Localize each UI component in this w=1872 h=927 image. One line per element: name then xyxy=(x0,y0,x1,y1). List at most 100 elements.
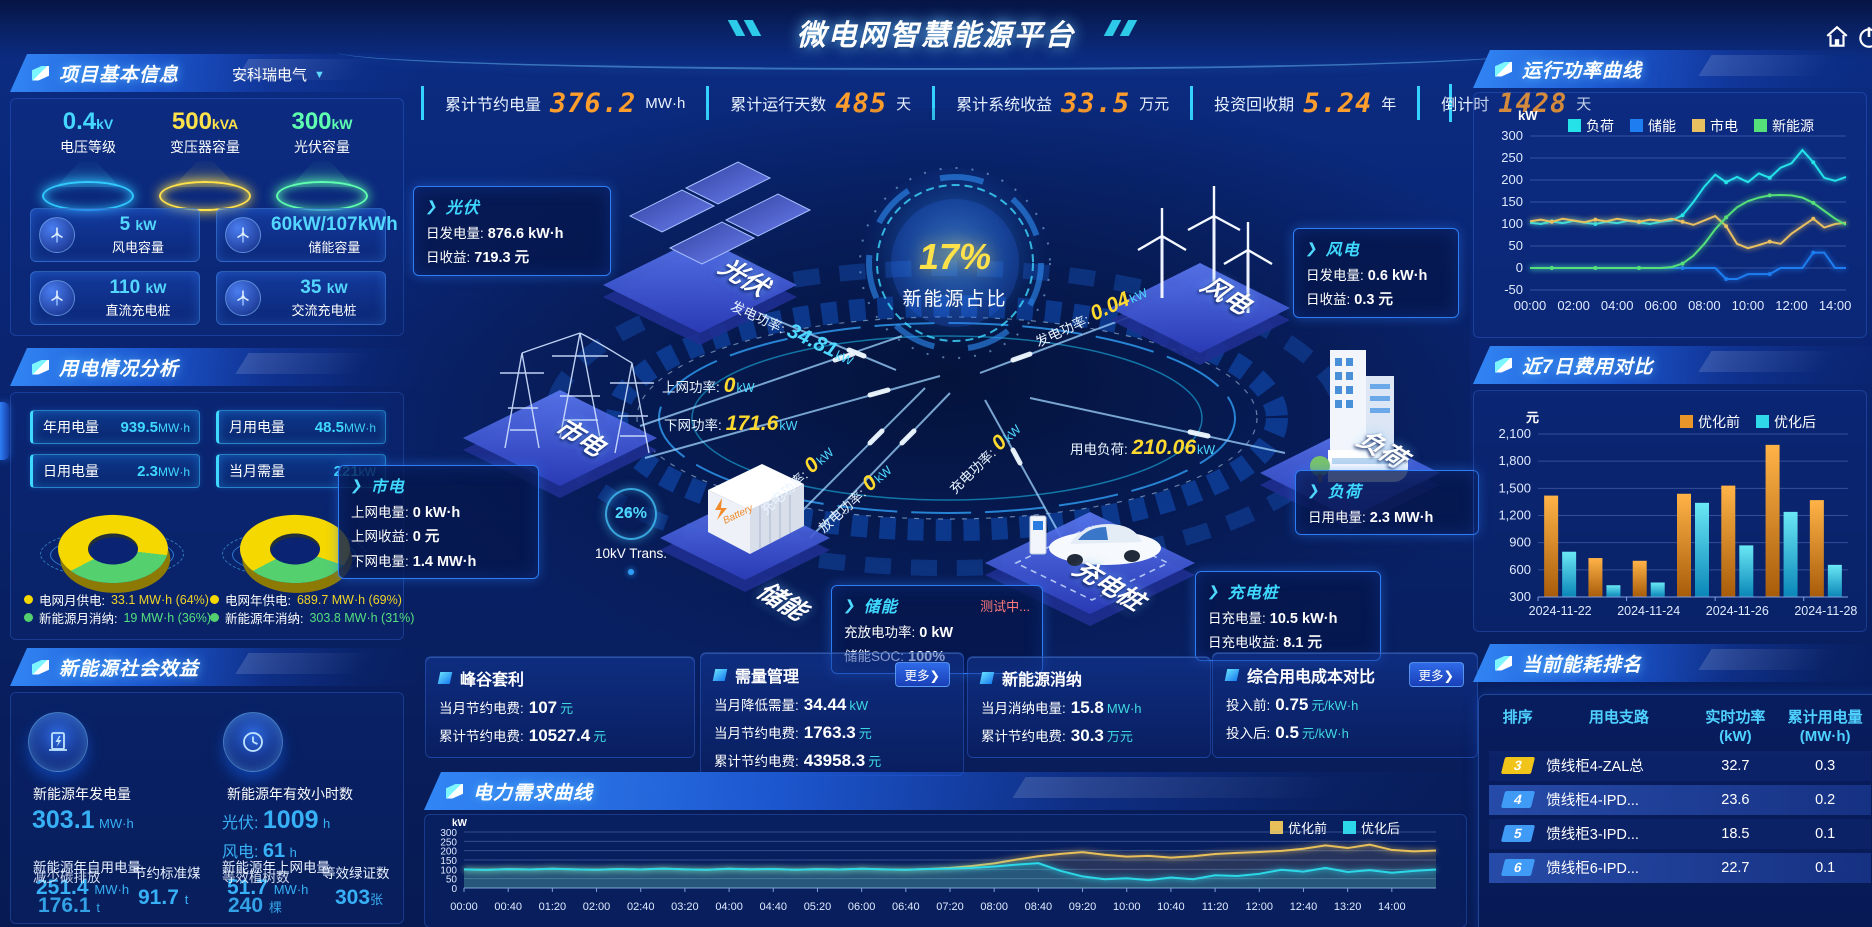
panel-corner-icon xyxy=(1495,357,1512,373)
page-title: 微电网智慧能源平台 xyxy=(796,20,1076,52)
svg-text:150: 150 xyxy=(1501,194,1523,209)
sidebar-collapse-handle[interactable] xyxy=(0,402,9,460)
svg-text:2024-11-22: 2024-11-22 xyxy=(1529,604,1592,618)
svg-text:10:40: 10:40 xyxy=(1157,901,1185,913)
run-power-chart: -50 0 50 100 150 200 250 300 kW 00:00 02:00 04:00 06… xyxy=(1501,108,1851,313)
panel-header-ranking: 当前能耗排名 xyxy=(1473,644,1872,682)
cost-legend: 优化前 优化后 xyxy=(1680,412,1816,432)
panel-corner-icon xyxy=(1495,61,1512,77)
ranking-header: 排序 用电支路 实时功率 (kW) 累计用电量 (MW·h) xyxy=(1502,709,1863,745)
svg-text:2024-11-28: 2024-11-28 xyxy=(1794,604,1857,618)
ranking-row[interactable]: 5 馈线柜3-IPD... 18.5 0.1 xyxy=(1489,818,1871,849)
rank-badge: 3 xyxy=(1500,757,1535,774)
box-icon xyxy=(979,672,995,684)
svg-text:300: 300 xyxy=(1501,128,1523,143)
spotlight-0: 0.4kV 电压等级 xyxy=(30,108,146,211)
more-button[interactable]: 更多❯ xyxy=(894,662,950,687)
rank-badge: 5 xyxy=(1500,825,1535,842)
ranking-row[interactable]: 3 馈线柜4-ZAL总 32.7 0.3 xyxy=(1489,750,1871,781)
svg-text:1,800: 1,800 xyxy=(1498,453,1531,468)
kpi-box-row: 累计节约电费: 10527.4 元 xyxy=(439,726,607,745)
grid-down-power: 下网功率: 171.6kW xyxy=(664,412,798,435)
renewable-share-pct: 17% xyxy=(918,236,992,277)
panel-title: 当前能耗排名 xyxy=(1522,654,1643,676)
ticker-value: 51.7 MW·h xyxy=(227,876,309,899)
svg-text:08:00: 08:00 xyxy=(1688,298,1721,313)
pv-tooltip: ❯ 光伏 日发电量: 876.6 kW·h 日收益: 719.3 元 xyxy=(413,186,611,276)
panel-header-project-info: 项目基本信息 xyxy=(10,54,424,92)
svg-text:01:20: 01:20 xyxy=(539,901,567,913)
svg-text:09:20: 09:20 xyxy=(1069,901,1097,913)
branch-name: 馈线柜3-IPD... xyxy=(1546,827,1639,843)
ticker-label: 等效绿证数 xyxy=(322,866,390,881)
ticker-value: 176.1 t xyxy=(38,894,101,917)
load-tooltip: ❯ 负荷 日用电量: 2.3 MW·h xyxy=(1295,470,1479,535)
kpi-box-row: 当月节约电费: 107 元 xyxy=(439,698,574,717)
generation-icon xyxy=(28,712,88,772)
svg-text:02:00: 02:00 xyxy=(1557,298,1590,313)
kpi-box-row: 投入后: 0.5 元/kW·h xyxy=(1226,723,1349,742)
capacity-card-icon xyxy=(225,280,261,316)
svg-text:1,200: 1,200 xyxy=(1498,508,1531,523)
usage-stat-value: 939.5MW·h xyxy=(120,418,190,436)
kpi-box-peak-valley: 峰谷套利 当月节约电费: 107 元累计节约电费: 10527.4 元 xyxy=(425,656,695,758)
pv-hours-value: 光伏: 1009 h xyxy=(222,806,331,834)
svg-text:200: 200 xyxy=(1501,172,1523,187)
svg-text:100: 100 xyxy=(1501,216,1523,231)
kpi-box-row: 当月节约电费: 1763.3 元 xyxy=(714,723,872,742)
demand-legend: 优化前 优化后 xyxy=(1270,818,1400,837)
panel-title: 新能源社会效益 xyxy=(59,658,200,680)
cumulative-energy: 0.1 xyxy=(1815,859,1836,876)
svg-text:14:00: 14:00 xyxy=(1378,901,1406,913)
panel-corner-icon xyxy=(446,783,463,799)
realtime-power: 32.7 xyxy=(1721,757,1750,774)
usage-stat-label: 当月需量 xyxy=(229,463,285,479)
flow-highlights xyxy=(832,347,1211,466)
capacity-card: 5 kW 风电容量 xyxy=(30,208,200,262)
svg-text:0: 0 xyxy=(451,884,457,895)
ranking-row[interactable]: 4 馈线柜4-IPD... 23.6 0.2 xyxy=(1489,784,1871,815)
panel-title: 近7日费用对比 xyxy=(1522,356,1654,378)
svg-text:00:40: 00:40 xyxy=(494,901,522,913)
svg-text:50: 50 xyxy=(446,875,458,886)
ticker-value: 303张 xyxy=(335,886,384,909)
company-select[interactable]: 安科瑞电气 ▼ xyxy=(232,64,325,85)
title-deco-right xyxy=(1103,20,1138,36)
transformer-indicator-dot xyxy=(628,569,634,575)
svg-text:00:00: 00:00 xyxy=(450,901,478,913)
run-legend: 负荷 储能 市电 新能源 xyxy=(1568,116,1814,136)
pv-node xyxy=(603,161,812,345)
transformer-load-pct: 26% xyxy=(605,488,657,540)
panel-header-cost-compare: 近7日费用对比 xyxy=(1473,346,1872,384)
svg-text:07:20: 07:20 xyxy=(936,901,964,913)
svg-text:12:00: 12:00 xyxy=(1775,298,1808,313)
usage-stat: 年用电量 939.5MW·h xyxy=(30,410,200,444)
more-button[interactable]: 更多❯ xyxy=(1408,662,1464,687)
spotlight-1: 500kVA 变压器容量 xyxy=(147,108,263,211)
ranking-row[interactable]: 6 馈线柜6-IPD... 22.7 0.1 xyxy=(1489,852,1871,883)
header-swoosh xyxy=(336,52,1536,70)
panel-title: 运行功率曲线 xyxy=(1522,60,1643,82)
box-icon xyxy=(437,672,453,684)
usage-stat-label: 日用电量 xyxy=(43,463,99,479)
generation-value: 303.1 MW·h xyxy=(32,806,134,834)
svg-text:02:40: 02:40 xyxy=(627,901,655,913)
svg-text:06:00: 06:00 xyxy=(1644,298,1677,313)
kpi-box-row: 累计节约电费: 30.3 万元 xyxy=(981,726,1133,745)
cumulative-energy: 0.3 xyxy=(1815,757,1836,774)
power-icon[interactable] xyxy=(1856,24,1872,50)
svg-text:100: 100 xyxy=(440,865,457,876)
ticker-value: 251.4 MW·h xyxy=(36,876,130,899)
svg-text:1,500: 1,500 xyxy=(1498,480,1531,495)
cost-chart-body xyxy=(1473,390,1867,632)
ranking-table: 排序 用电支路 实时功率 (kW) 累计用电量 (MW·h) 3 馈线柜4-ZAL总… xyxy=(1478,694,1872,927)
capacity-card-text: 5 kW 风电容量 xyxy=(111,214,164,255)
svg-text:-50: -50 xyxy=(1504,282,1523,297)
donut-month xyxy=(40,500,184,588)
svg-text:50: 50 xyxy=(1509,238,1523,253)
chevron-icon: ❯ xyxy=(1306,481,1322,498)
hours-label: 新能源年有效小时数 xyxy=(227,786,353,802)
svg-text:06:00: 06:00 xyxy=(848,901,876,913)
home-icon[interactable] xyxy=(1824,24,1850,50)
capacity-card-icon xyxy=(225,217,261,253)
